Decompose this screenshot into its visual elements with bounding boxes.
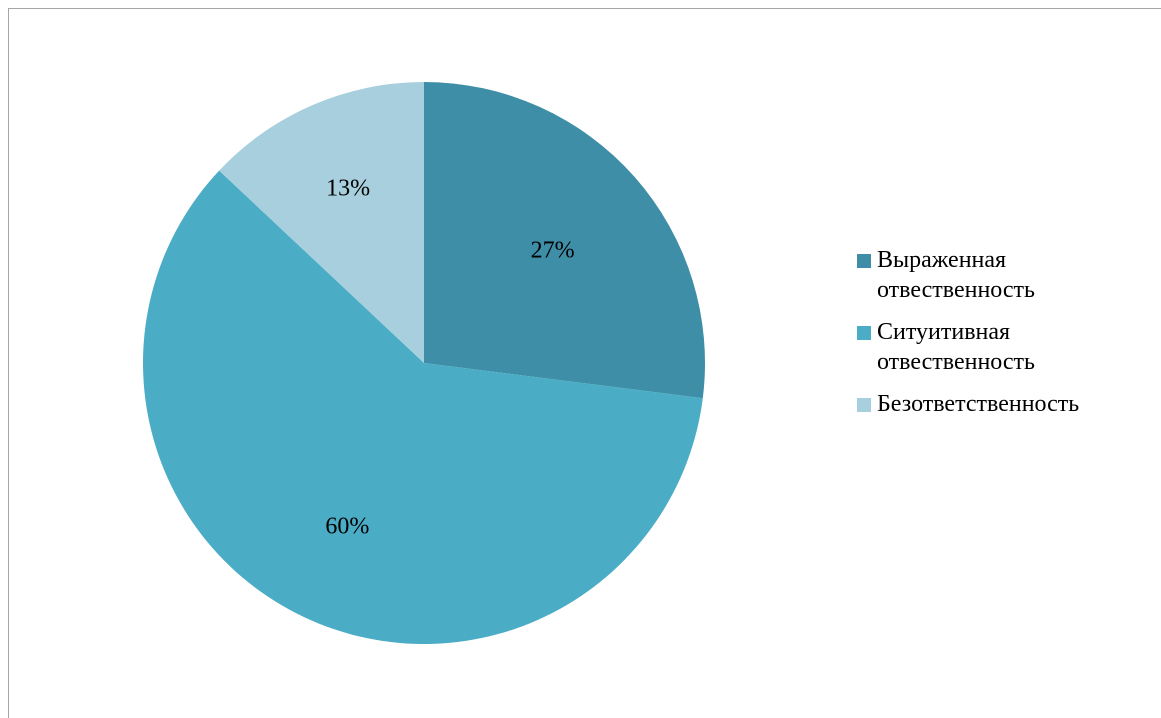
slice-data-label-2: 60% xyxy=(325,514,369,540)
legend-swatch-1 xyxy=(857,254,871,268)
pie-slice-1 xyxy=(424,82,706,399)
legend-item-1: Выраженная отвественность xyxy=(857,245,1157,305)
chart-frame xyxy=(8,8,1161,718)
legend-label-2: Ситуитивная отвественность xyxy=(877,319,1035,375)
legend-item-3: Безответственность xyxy=(857,389,1157,419)
slice-data-label-1: 27% xyxy=(531,238,575,264)
legend-swatch-3 xyxy=(857,398,871,412)
pie-slice-3 xyxy=(219,82,424,363)
legend-swatch-2 xyxy=(857,326,871,340)
pie-slice-2 xyxy=(143,170,703,645)
legend-label-1: Выраженная отвественность xyxy=(877,247,1035,303)
slice-data-label-3: 13% xyxy=(326,176,370,202)
legend: Выраженная отвественность Ситуитивная отв… xyxy=(857,245,1157,431)
legend-label-3: Безответственность xyxy=(877,391,1080,417)
legend-item-2: Ситуитивная отвественность xyxy=(857,317,1157,377)
